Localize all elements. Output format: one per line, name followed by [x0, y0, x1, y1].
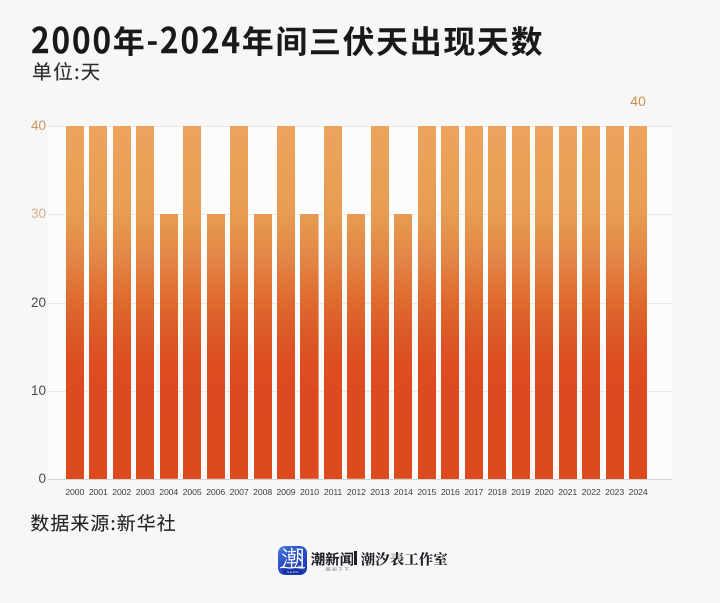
svg-text:NEWS: NEWS	[287, 569, 299, 573]
